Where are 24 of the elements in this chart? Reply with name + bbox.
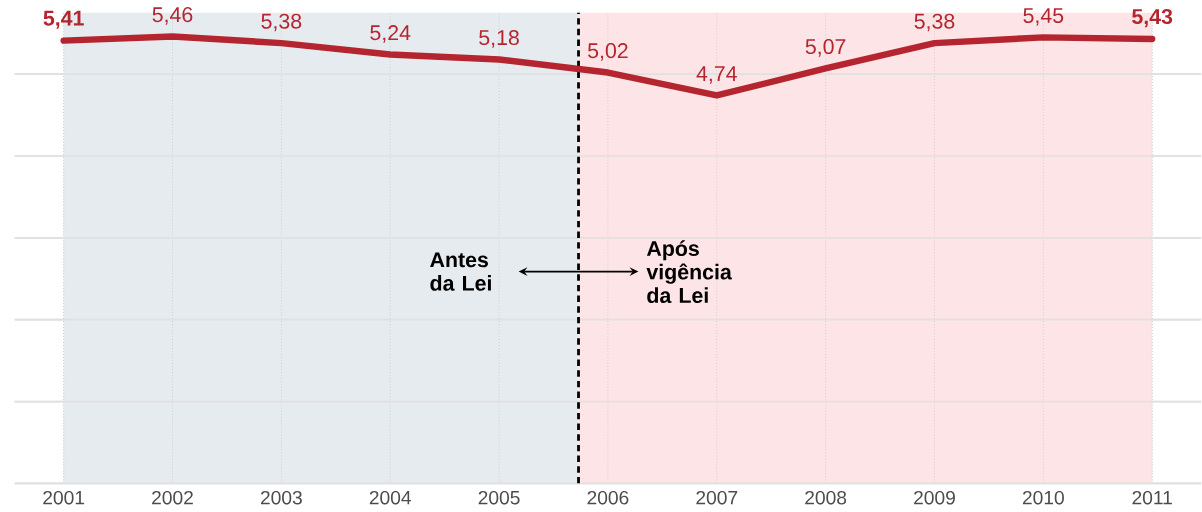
data-label: 5,24 xyxy=(370,25,411,43)
data-label: 5,45 xyxy=(1023,8,1064,26)
x-tick-label: 2007 xyxy=(696,491,738,505)
data-label: 4,74 xyxy=(696,66,737,84)
x-tick-label: 2006 xyxy=(587,491,629,505)
x-tick-label: 2002 xyxy=(152,491,193,505)
data-label: 5,38 xyxy=(914,13,955,32)
band-label: Após vigência da Lei xyxy=(646,240,732,304)
x-tick-label: 2009 xyxy=(914,491,955,505)
x-tick-label: 2003 xyxy=(260,491,302,505)
x-tick-label: 2001 xyxy=(43,491,85,505)
data-label: 5,38 xyxy=(261,13,302,32)
data-label: 5,07 xyxy=(805,39,846,57)
data-label: 5,46 xyxy=(152,7,193,25)
x-tick-label: 2008 xyxy=(805,491,847,505)
x-tick-label: 2004 xyxy=(369,491,411,505)
x-tick-label: 2005 xyxy=(478,491,520,505)
data-label: 5,18 xyxy=(479,30,519,48)
data-label: 5,43 xyxy=(1132,9,1173,28)
data-label: 5,41 xyxy=(43,11,84,30)
x-tick-label: 2010 xyxy=(1022,491,1064,505)
data-label: 5,02 xyxy=(588,43,628,61)
band-label: Antes da Lei xyxy=(430,252,491,291)
x-tick-label: 2011 xyxy=(1132,491,1172,505)
